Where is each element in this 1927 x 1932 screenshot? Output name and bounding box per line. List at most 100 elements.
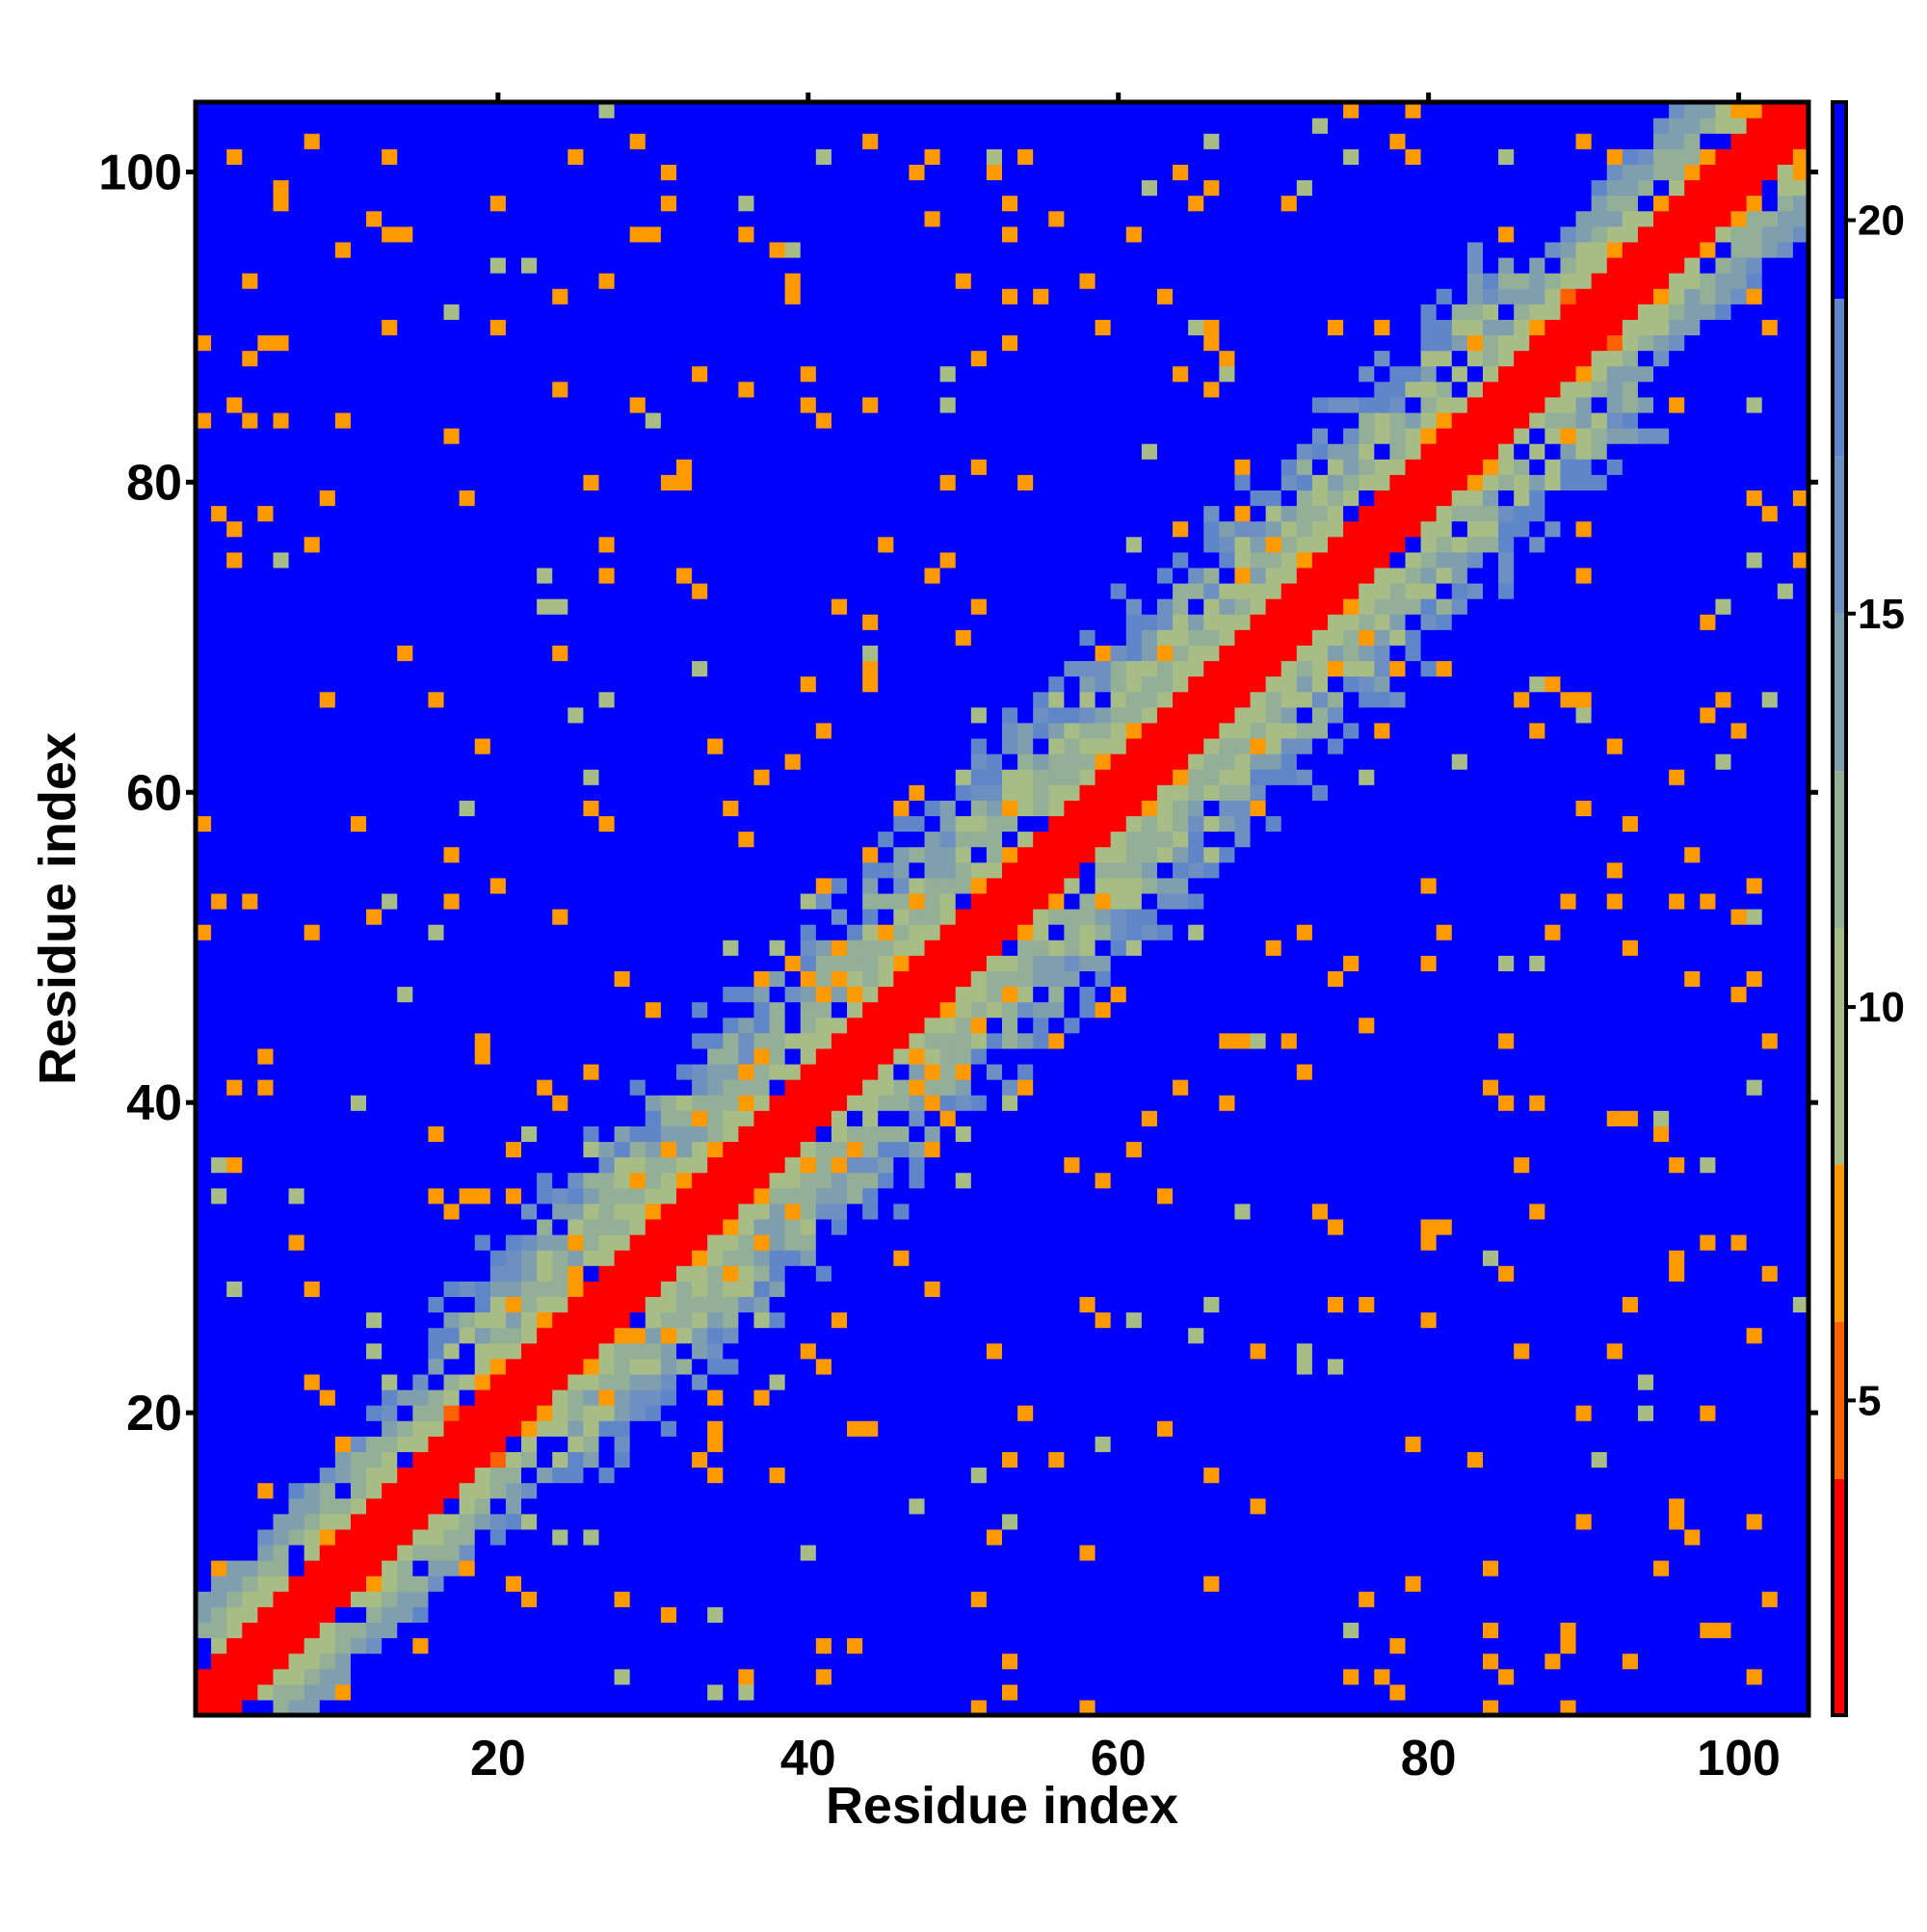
heatmap-cell [675, 443, 693, 460]
heatmap-cell [831, 1575, 848, 1592]
heatmap-cell [304, 1172, 321, 1189]
heatmap-cell [537, 1653, 553, 1670]
heatmap-cell [692, 102, 708, 119]
heatmap-cell [257, 536, 275, 553]
heatmap-cell [800, 1017, 817, 1034]
heatmap-cell [443, 551, 461, 569]
heatmap-cell [800, 567, 817, 584]
heatmap-cell [521, 1079, 538, 1096]
heatmap-cell [474, 675, 491, 693]
heatmap-cell [831, 1482, 848, 1499]
heatmap-cell [568, 1203, 585, 1220]
heatmap-cell [862, 551, 879, 569]
heatmap-cell [382, 1451, 398, 1469]
heatmap-cell [428, 490, 445, 507]
heatmap-cell [304, 1265, 321, 1282]
heatmap-cell [366, 970, 383, 988]
heatmap-cell [412, 459, 430, 475]
heatmap-cell [800, 381, 817, 398]
heatmap-cell [847, 241, 863, 258]
heatmap-cell [319, 288, 336, 304]
heatmap-cell [459, 1683, 476, 1701]
heatmap-cell [242, 1141, 258, 1158]
heatmap-cell [474, 273, 491, 289]
heatmap-cell [334, 846, 352, 863]
heatmap-cell [629, 1281, 647, 1298]
heatmap-cell [319, 381, 336, 398]
heatmap-cell [366, 660, 383, 677]
heatmap-cell [257, 1653, 275, 1670]
heatmap-cell [660, 754, 677, 770]
heatmap-cell [552, 1497, 568, 1515]
heatmap-cell [474, 1420, 491, 1437]
heatmap-cell [924, 986, 941, 1003]
heatmap-cell [226, 179, 243, 197]
heatmap-cell [273, 350, 290, 367]
heatmap-cell [505, 598, 522, 615]
heatmap-cell [366, 1125, 383, 1143]
heatmap-cell [474, 614, 491, 630]
heatmap-cell [800, 210, 817, 227]
heatmap-cell [645, 567, 662, 584]
heatmap-cell [366, 118, 383, 134]
heatmap-cell [924, 1699, 941, 1716]
heatmap-cell [242, 1110, 258, 1126]
heatmap-cell [334, 660, 352, 677]
heatmap-cell [257, 754, 275, 770]
heatmap-cell [893, 691, 911, 708]
heatmap-cell [474, 1095, 491, 1111]
heatmap-cell [893, 443, 911, 460]
heatmap-cell [831, 1436, 848, 1452]
heatmap-cell [211, 1699, 227, 1716]
heatmap-cell [397, 474, 413, 491]
heatmap-cell [211, 350, 227, 367]
heatmap-cell [598, 1420, 616, 1437]
heatmap-cell [862, 1497, 879, 1515]
heatmap-cell [273, 241, 290, 258]
heatmap-cell [334, 1250, 352, 1266]
heatmap-cell [738, 118, 755, 134]
heatmap-cell [552, 846, 568, 863]
heatmap-cell [862, 1467, 879, 1484]
heatmap-cell [474, 1699, 491, 1716]
heatmap-cell [304, 195, 321, 212]
heatmap-cell [288, 1281, 305, 1298]
heatmap-cell [675, 722, 693, 739]
heatmap-cell [939, 1699, 957, 1716]
heatmap-cell [273, 861, 290, 879]
heatmap-cell [815, 645, 832, 662]
heatmap-cell [862, 536, 879, 553]
heatmap-cell [350, 1405, 367, 1421]
heatmap-cell [598, 520, 616, 538]
heatmap-cell [568, 428, 585, 444]
heatmap-cell [334, 955, 352, 971]
heatmap-cell [196, 334, 212, 352]
heatmap-cell [382, 1141, 398, 1158]
heatmap-cell [862, 102, 879, 119]
heatmap-cell [319, 490, 336, 507]
heatmap-cell [707, 614, 724, 630]
heatmap-cell [692, 1172, 708, 1189]
heatmap-cell [273, 520, 290, 538]
heatmap-cell [505, 1296, 522, 1313]
heatmap-cell [909, 1296, 926, 1313]
heatmap-cell [350, 396, 367, 413]
heatmap-cell [288, 1001, 305, 1019]
heatmap-cell [598, 1281, 616, 1298]
heatmap-cell [909, 691, 926, 708]
heatmap-cell [552, 304, 568, 320]
heatmap-cell [909, 1125, 926, 1143]
heatmap-cell [428, 1234, 445, 1251]
heatmap-cell [273, 675, 290, 693]
heatmap-cell [257, 877, 275, 894]
heatmap-cell [196, 1172, 212, 1189]
heatmap-cell [459, 815, 476, 833]
heatmap-cell [831, 924, 848, 940]
heatmap-cell [660, 1327, 677, 1344]
heatmap-cell [614, 1327, 631, 1344]
heatmap-cell [800, 1001, 817, 1019]
heatmap-cell [738, 1187, 755, 1204]
heatmap-cell [909, 1373, 926, 1390]
heatmap-cell [738, 179, 755, 197]
heatmap-cell [505, 1079, 522, 1096]
